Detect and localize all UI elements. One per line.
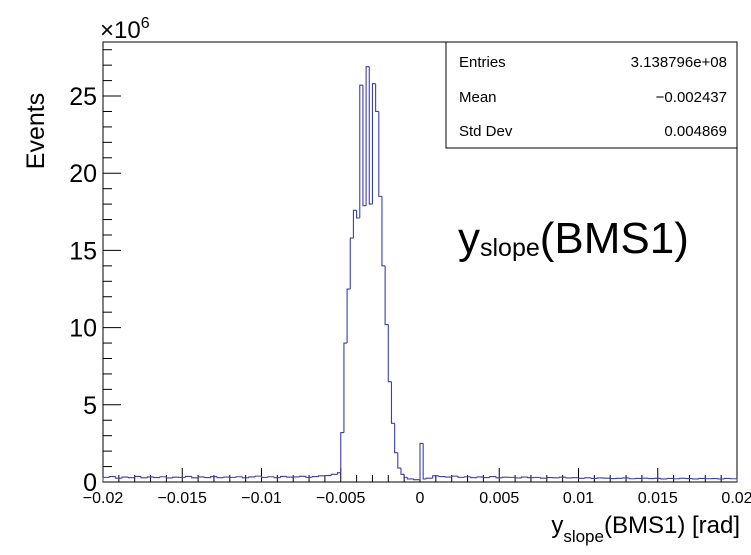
stats-mean-value: −0.002437	[656, 89, 727, 106]
stats-box: Entries 3.138796e+08 Mean −0.002437 Std …	[446, 42, 737, 148]
x-tick-label: 0.01	[563, 490, 594, 507]
x-label-main: y	[551, 512, 563, 539]
annotation-subscript: slope	[480, 234, 540, 262]
x-tick-label: 0	[416, 490, 425, 507]
y-multiplier-base: ×10	[100, 17, 141, 44]
histogram-bin	[128, 477, 134, 478]
x-tick-label: 0.015	[638, 490, 678, 507]
histogram-bin	[300, 476, 306, 477]
histogram-bin	[464, 477, 470, 478]
histogram-bin	[661, 478, 667, 479]
x-tick-label: −0.01	[241, 490, 282, 507]
histogram-bin	[515, 477, 521, 478]
x-label-subscript: slope	[563, 527, 604, 546]
histogram-bin	[236, 477, 242, 478]
y-tick-label: 10	[69, 315, 97, 343]
x-label-rest: (BMS1) [rad]	[604, 512, 740, 539]
stats-stddev-label: Std Dev	[459, 123, 513, 140]
x-tick-label: −0.02	[83, 490, 124, 507]
x-tick-label: −0.015	[158, 490, 207, 507]
histogram-bin	[591, 478, 597, 479]
stats-mean-label: Mean	[459, 89, 497, 106]
histogram-bin	[559, 477, 565, 478]
stats-stddev-value: 0.004869	[664, 123, 727, 140]
histogram-bin	[483, 477, 489, 478]
histogram-bin	[204, 477, 210, 478]
stats-entries-value: 3.138796e+08	[631, 54, 727, 71]
histogram-bin	[502, 477, 508, 478]
y-tick-label: 25	[69, 83, 97, 111]
histogram-bin	[268, 477, 274, 478]
stats-entries-label: Entries	[459, 54, 506, 71]
histogram-bin	[154, 477, 160, 478]
annotation-rest: (BMS1)	[540, 214, 689, 263]
y-tick-label: 5	[83, 392, 97, 420]
x-tick-label: 0.005	[479, 490, 519, 507]
y-tick-label: 15	[69, 237, 97, 265]
histogram-bin	[579, 478, 585, 479]
y-axis-label: Events	[22, 93, 50, 169]
y-multiplier-exponent: 6	[141, 15, 150, 32]
histogram-bin	[547, 478, 553, 479]
x-tick-label: 0.02	[721, 490, 751, 507]
y-tick-label: 20	[69, 160, 97, 188]
histogram-bin	[528, 477, 534, 478]
annotation-main: y	[458, 214, 480, 263]
histogram-bin	[223, 477, 229, 478]
x-tick-label: −0.005	[316, 490, 365, 507]
